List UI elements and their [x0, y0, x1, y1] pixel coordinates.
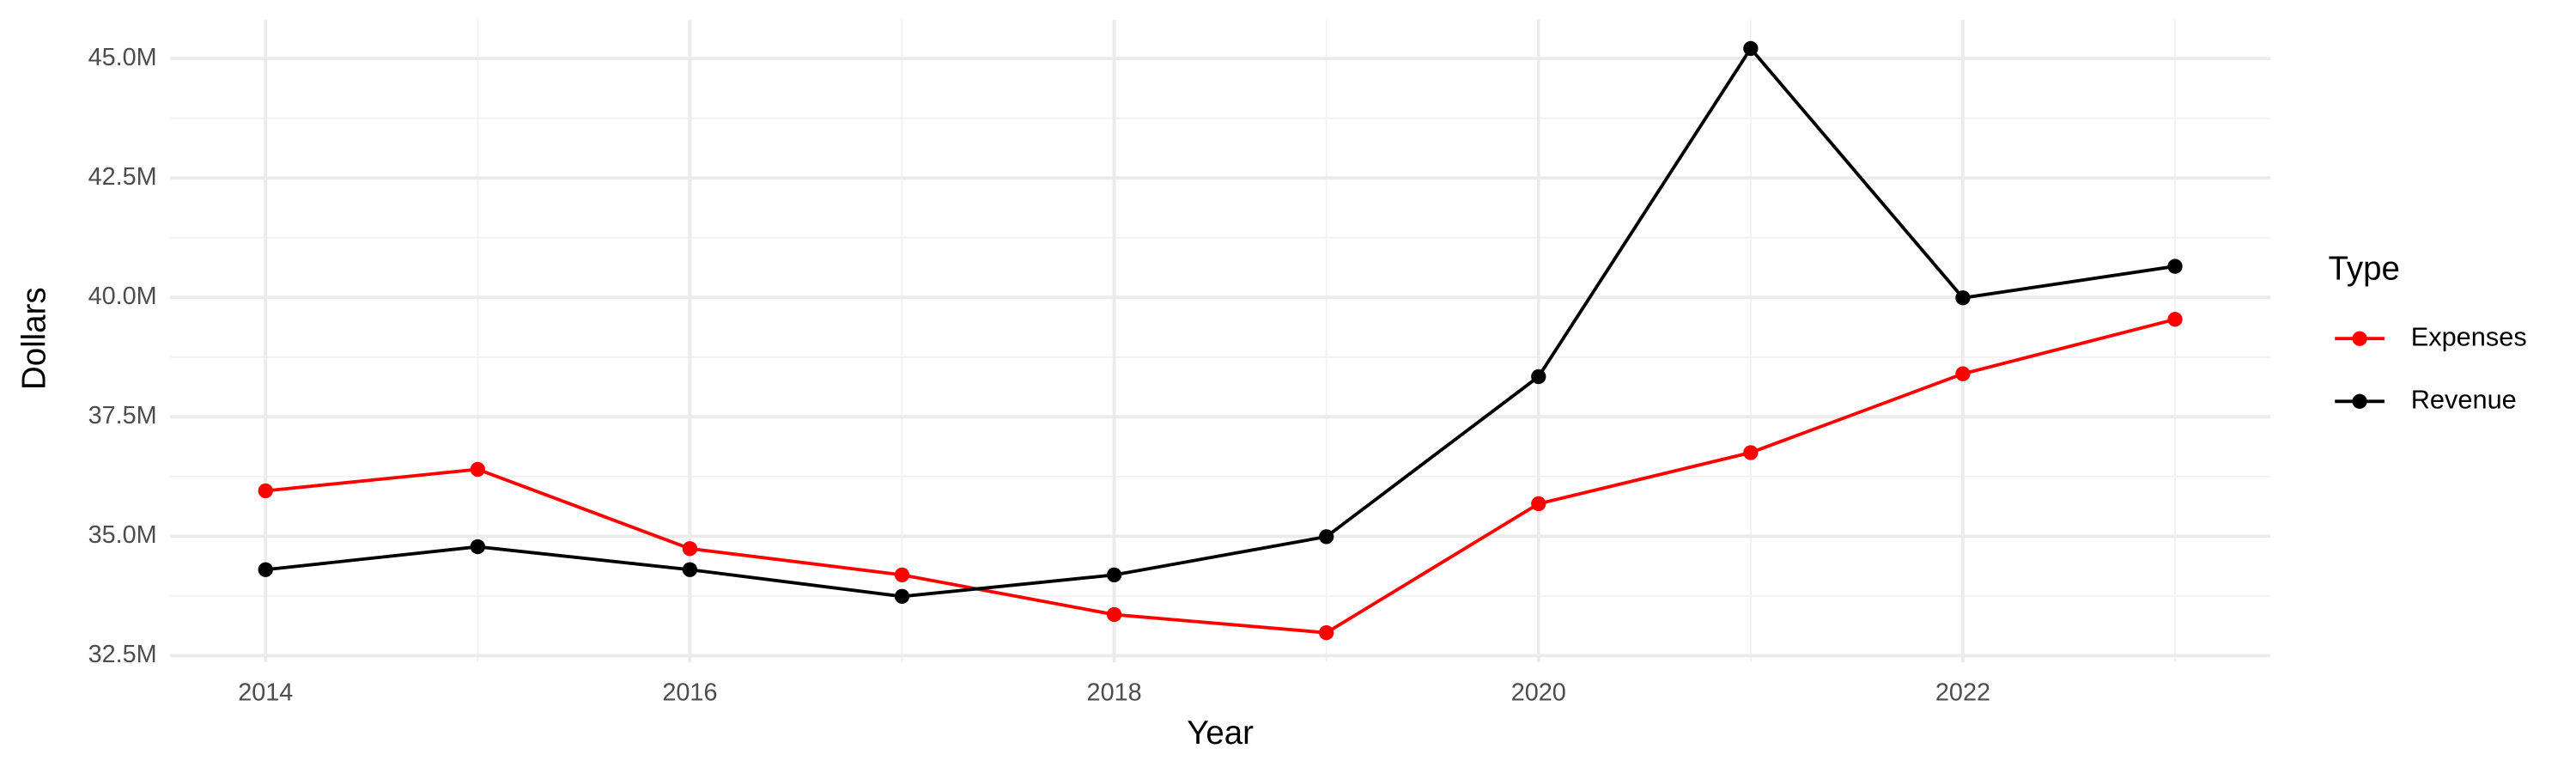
data-point — [2167, 259, 2183, 274]
x-tick-label: 2022 — [1935, 679, 1990, 706]
x-tick-label: 2020 — [1511, 679, 1566, 706]
x-tick-label: 2018 — [1087, 679, 1142, 706]
y-tick-label: 32.5M — [88, 641, 157, 668]
data-point — [1106, 606, 1122, 623]
legend-label: Revenue — [2411, 384, 2517, 414]
legend-key-point — [2352, 393, 2367, 409]
x-tick-label: 2014 — [238, 679, 293, 706]
data-point — [1106, 567, 1122, 583]
series-line — [265, 46, 2176, 599]
data-point — [1743, 40, 1759, 57]
data-point — [682, 541, 698, 557]
data-point — [470, 461, 486, 478]
y-tick-label: 40.0M — [88, 283, 157, 310]
data-point — [1531, 368, 1546, 385]
data-point — [470, 539, 486, 555]
y-tick-label: 35.0M — [88, 521, 157, 549]
plot-data — [258, 40, 2183, 641]
legend-key-point — [2352, 331, 2367, 346]
data-point — [894, 588, 910, 605]
grid — [170, 20, 2271, 663]
y-tick-label: 37.5M — [88, 402, 157, 429]
data-point — [1319, 529, 1334, 545]
x-axis-title: Year — [1187, 715, 1254, 752]
data-point — [258, 562, 273, 577]
legend-title: Type — [2329, 251, 2400, 288]
legend-label: Expenses — [2411, 321, 2527, 351]
data-point — [1319, 625, 1334, 641]
y-tick-label: 45.0M — [88, 44, 157, 71]
data-point — [1955, 290, 1971, 306]
data-point — [1743, 445, 1759, 460]
data-point — [894, 567, 910, 583]
y-axis-title: Dollars — [15, 287, 52, 390]
data-point — [2167, 312, 2183, 327]
data-point — [258, 483, 273, 499]
x-tick-label: 2016 — [662, 679, 717, 706]
series-line — [265, 317, 2176, 635]
data-point — [682, 562, 698, 577]
data-point — [1531, 496, 1546, 512]
y-tick-label: 42.5M — [88, 163, 157, 191]
data-point — [1955, 366, 1971, 381]
